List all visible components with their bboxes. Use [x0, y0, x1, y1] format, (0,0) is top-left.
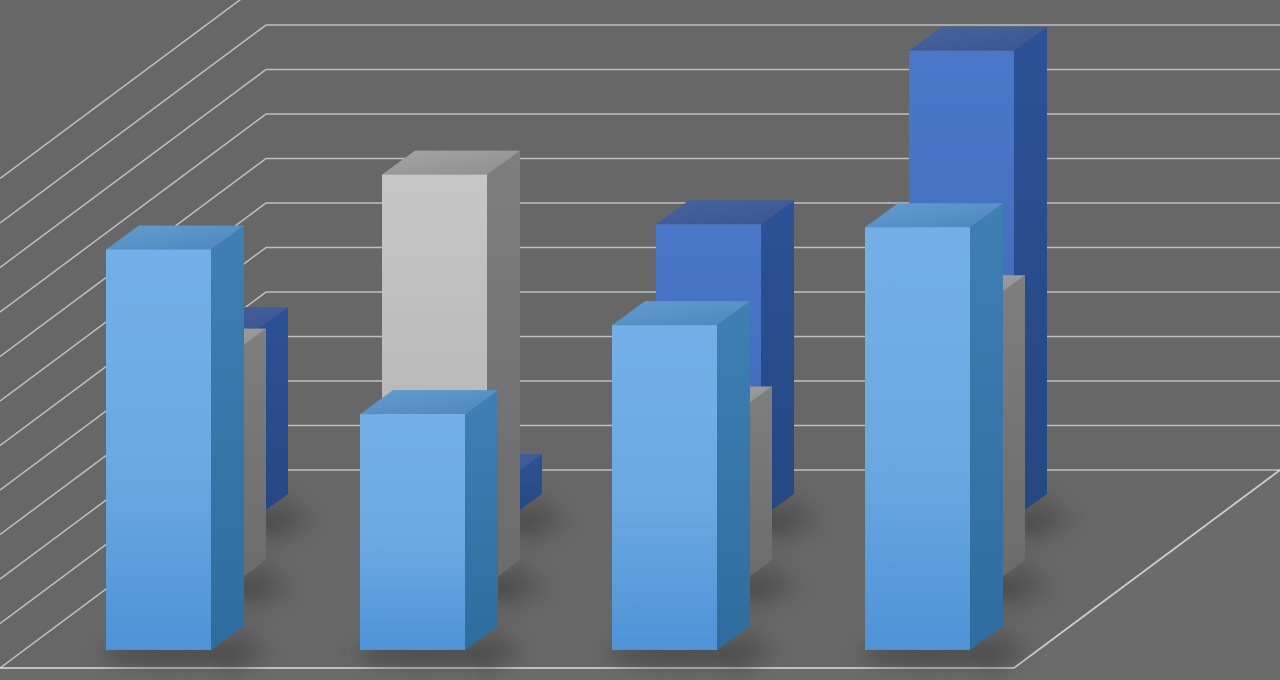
bar-3-series-1[interactable]: [612, 301, 750, 650]
bar-2-series-1[interactable]: [360, 390, 498, 650]
chart-floor: [0, 470, 1280, 680]
bars-group: [106, 26, 1047, 651]
bar-4-series-1[interactable]: [865, 203, 1003, 650]
bar-1-series-1[interactable]: [106, 225, 244, 651]
